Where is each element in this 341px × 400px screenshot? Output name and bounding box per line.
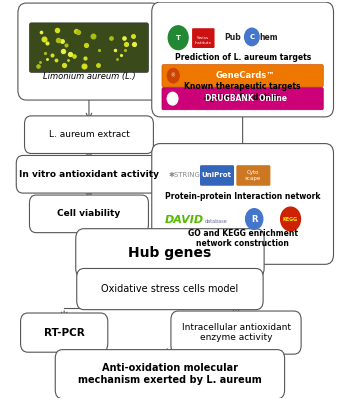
FancyBboxPatch shape: [200, 165, 234, 186]
Circle shape: [244, 28, 259, 46]
Text: R: R: [251, 214, 257, 224]
FancyBboxPatch shape: [55, 350, 285, 399]
Circle shape: [281, 207, 300, 231]
Text: C: C: [249, 34, 254, 40]
Circle shape: [167, 68, 179, 83]
Text: Pub: Pub: [224, 33, 241, 42]
FancyBboxPatch shape: [76, 229, 264, 278]
Text: Known therapeutic targets
against Oxidation: Known therapeutic targets against Oxidat…: [184, 82, 301, 102]
Text: GeneCards™: GeneCards™: [216, 71, 276, 80]
Text: ®: ®: [171, 73, 176, 78]
Text: Anti-oxidation molecular
mechanism exerted by L. aureum: Anti-oxidation molecular mechanism exert…: [78, 363, 262, 385]
Text: UniProt: UniProt: [202, 172, 232, 178]
Text: Oxidative stress cells model: Oxidative stress cells model: [101, 284, 239, 294]
Text: Prediction of L. aureum targets: Prediction of L. aureum targets: [175, 53, 311, 62]
Circle shape: [246, 209, 263, 229]
FancyBboxPatch shape: [152, 2, 333, 117]
Text: In vitro antioxidant activity: In vitro antioxidant activity: [19, 170, 159, 179]
Text: Cell viability: Cell viability: [57, 209, 121, 218]
Text: RT-PCR: RT-PCR: [44, 328, 85, 338]
Text: database: database: [205, 219, 227, 224]
Text: Limonium aureum (L.): Limonium aureum (L.): [43, 72, 135, 82]
Text: ✱STRING: ✱STRING: [168, 172, 200, 178]
Text: Cyto
scape: Cyto scape: [245, 170, 261, 181]
Text: L. aureum extract: L. aureum extract: [48, 130, 129, 139]
FancyBboxPatch shape: [25, 116, 153, 154]
FancyBboxPatch shape: [162, 65, 323, 87]
FancyBboxPatch shape: [77, 268, 263, 310]
Text: GO and KEGG enrichment
network construction: GO and KEGG enrichment network construct…: [188, 229, 298, 248]
Text: Swiss: Swiss: [197, 36, 209, 40]
Text: KEGG: KEGG: [283, 216, 298, 222]
Text: Intracellular antioxidant
enzyme activity: Intracellular antioxidant enzyme activit…: [181, 323, 291, 342]
FancyBboxPatch shape: [29, 23, 148, 72]
Text: T: T: [176, 35, 181, 41]
FancyBboxPatch shape: [18, 3, 160, 100]
FancyBboxPatch shape: [152, 144, 333, 264]
Text: DRUGBANK  Online: DRUGBANK Online: [205, 94, 287, 103]
FancyBboxPatch shape: [236, 165, 270, 186]
FancyBboxPatch shape: [171, 311, 301, 354]
FancyBboxPatch shape: [162, 88, 323, 110]
Circle shape: [167, 92, 178, 105]
Text: hem: hem: [259, 33, 278, 42]
FancyBboxPatch shape: [16, 156, 162, 193]
Text: Protein-protein Interaction network: Protein-protein Interaction network: [165, 192, 321, 201]
FancyBboxPatch shape: [29, 195, 148, 233]
FancyBboxPatch shape: [192, 28, 214, 48]
Text: Institute: Institute: [195, 41, 212, 45]
FancyBboxPatch shape: [20, 313, 108, 352]
Circle shape: [168, 26, 188, 50]
Text: Hub genes: Hub genes: [128, 246, 211, 260]
Text: DAVID: DAVID: [165, 215, 204, 225]
